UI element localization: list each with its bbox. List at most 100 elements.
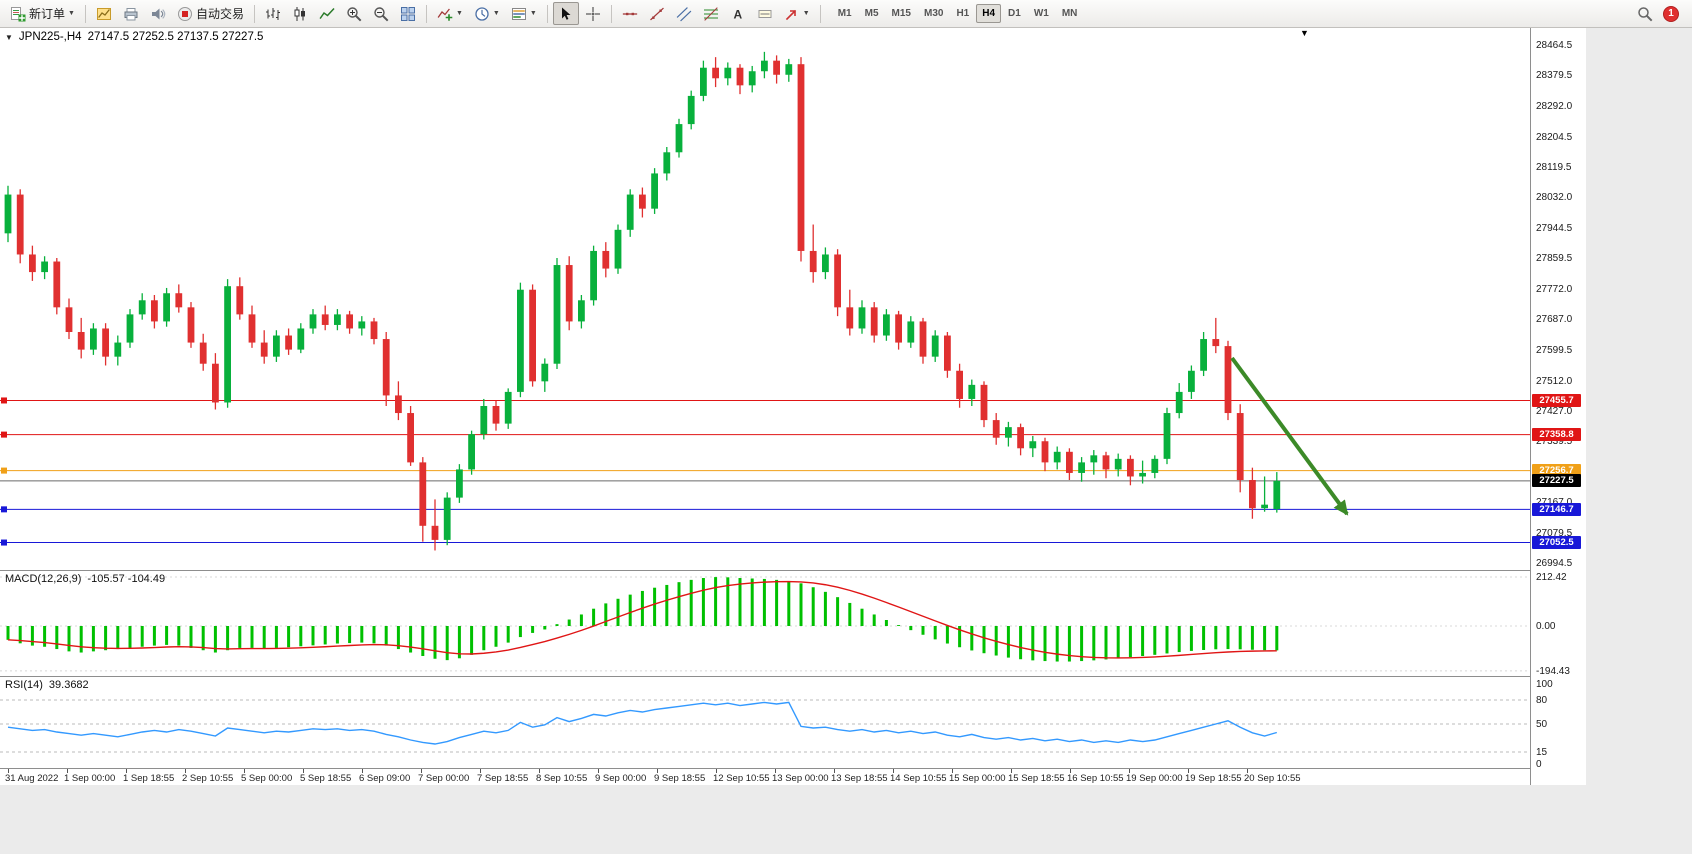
candle[interactable] <box>273 335 280 357</box>
candle[interactable] <box>1200 339 1207 371</box>
text-tool[interactable]: A <box>725 2 751 25</box>
candle[interactable] <box>931 335 939 357</box>
candle[interactable] <box>1041 441 1049 463</box>
candle[interactable] <box>102 328 109 357</box>
zoom-out-button[interactable] <box>368 2 394 25</box>
timeframe-D1[interactable]: D1 <box>1008 8 1021 19</box>
candle[interactable] <box>1175 391 1183 414</box>
candle[interactable] <box>700 67 707 96</box>
candle[interactable] <box>614 229 622 269</box>
price-axis[interactable]: 28464.5 28379.5 28292.0 28204.5 28119.5 28032… <box>1530 28 1586 785</box>
candle[interactable] <box>1127 458 1134 477</box>
crosshair-button[interactable] <box>580 2 606 25</box>
candle[interactable] <box>1053 451 1061 463</box>
rsi-pane[interactable]: RSI(14) 39.3682 <box>0 677 1530 768</box>
autotrading-button[interactable]: 自动交易 <box>172 2 249 25</box>
timeframe-M15[interactable]: M15 <box>891 8 911 19</box>
candle[interactable] <box>663 152 671 174</box>
candle[interactable] <box>53 261 61 308</box>
candle[interactable] <box>16 194 24 255</box>
rsi-chart[interactable] <box>0 677 1530 768</box>
candle[interactable] <box>980 384 988 421</box>
candle[interactable] <box>834 254 841 308</box>
candle[interactable] <box>1224 346 1232 414</box>
candle[interactable] <box>334 314 341 325</box>
candle[interactable] <box>724 67 732 79</box>
line-handle[interactable] <box>1 506 7 513</box>
candle[interactable] <box>431 525 439 540</box>
candle[interactable] <box>382 339 390 396</box>
line-chart-button[interactable] <box>314 2 340 25</box>
candle[interactable] <box>1114 458 1122 470</box>
candle[interactable] <box>297 328 305 350</box>
candle[interactable] <box>285 335 292 350</box>
candle[interactable] <box>675 124 683 153</box>
candle[interactable] <box>407 413 414 463</box>
candlestick-chart[interactable] <box>0 28 1530 570</box>
candle[interactable] <box>456 469 463 498</box>
candle[interactable] <box>151 300 158 322</box>
templates-button[interactable]: ▼ <box>506 2 542 25</box>
candle[interactable] <box>224 286 231 403</box>
macd-chart[interactable] <box>0 571 1530 676</box>
macd-pane[interactable]: MACD(12,26,9) -105.57 -104.49 <box>0 571 1530 676</box>
timeframe-M1[interactable]: M1 <box>837 8 852 19</box>
symbol-dropdown-icon[interactable]: ▼ <box>5 32 13 42</box>
candle[interactable] <box>773 60 780 75</box>
candle[interactable] <box>138 300 146 315</box>
candle[interactable] <box>1139 472 1146 477</box>
candle[interactable] <box>529 289 536 382</box>
candle[interactable] <box>883 314 890 336</box>
candle[interactable] <box>639 194 646 209</box>
candle[interactable] <box>919 321 927 357</box>
notification-badge[interactable]: 1 <box>1663 5 1679 22</box>
candle[interactable] <box>468 434 475 470</box>
candle[interactable] <box>346 314 353 329</box>
candle[interactable] <box>1151 458 1159 473</box>
candle[interactable] <box>553 265 561 364</box>
candle[interactable] <box>175 293 183 308</box>
tile-windows-button[interactable] <box>395 2 421 25</box>
timeframe-W1[interactable]: W1 <box>1033 8 1049 19</box>
candle[interactable] <box>248 314 256 343</box>
candle[interactable] <box>1261 504 1268 509</box>
candle[interactable] <box>1163 413 1171 459</box>
candle[interactable] <box>41 261 48 273</box>
pane-separator[interactable] <box>0 676 1586 677</box>
candle[interactable] <box>236 286 244 315</box>
candle[interactable] <box>1005 427 1012 438</box>
candle[interactable] <box>785 64 793 75</box>
chart-shift-marker-icon[interactable]: ▼ <box>1300 28 1309 38</box>
periods-button[interactable]: ▼ <box>469 2 505 25</box>
candle[interactable] <box>944 335 951 371</box>
candle[interactable] <box>968 384 976 399</box>
candle[interactable] <box>1078 462 1085 473</box>
candle[interactable] <box>578 300 585 322</box>
print-button[interactable] <box>118 2 144 25</box>
search-button[interactable] <box>1632 2 1658 25</box>
indicators-button[interactable]: ▼ <box>432 2 468 25</box>
timeframe-M5[interactable]: M5 <box>864 8 879 19</box>
candle[interactable] <box>1249 479 1256 509</box>
candle[interactable] <box>443 497 451 540</box>
candle[interactable] <box>419 462 427 526</box>
candle[interactable] <box>565 265 573 322</box>
cursor-button[interactable] <box>552 2 579 25</box>
pane-separator[interactable] <box>0 768 1586 769</box>
timeframe-H4[interactable]: H4 <box>976 4 1002 23</box>
candle[interactable] <box>29 254 36 273</box>
price-pane[interactable]: ▼ JPN225-,H4 27147.5 27252.5 27137.5 272… <box>0 28 1530 570</box>
candle[interactable] <box>480 405 488 435</box>
candle[interactable] <box>504 391 512 424</box>
time-axis[interactable]: 31 Aug 2022 1 Sep 00:00 1 Sep 18:55 2 Sep 1… <box>0 769 1530 785</box>
horizontal-line-tool[interactable] <box>617 2 643 25</box>
candle[interactable] <box>1212 339 1220 347</box>
candle[interactable] <box>1102 455 1110 470</box>
candle[interactable] <box>212 363 219 403</box>
candle[interactable] <box>687 95 695 125</box>
candle[interactable] <box>858 307 866 329</box>
candle[interactable] <box>370 321 378 340</box>
candle[interactable] <box>1029 441 1037 449</box>
candle[interactable] <box>90 328 97 350</box>
arrows-tool[interactable]: ▼ <box>779 2 815 25</box>
